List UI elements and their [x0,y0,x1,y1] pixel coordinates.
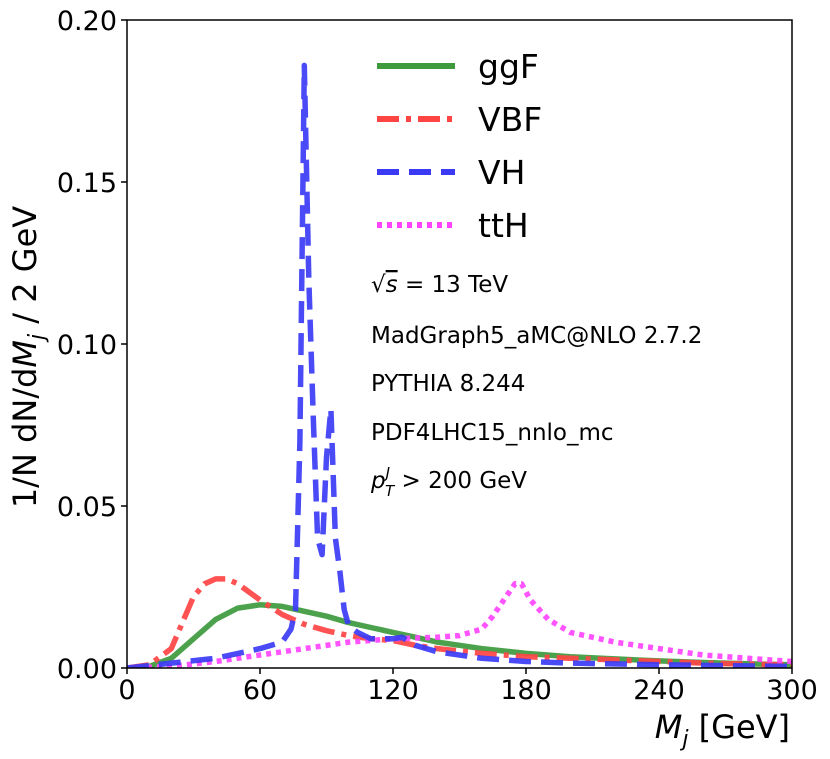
annotation-block: √s = 13 TeV MadGraph5_aMC@NLO 2.7.2 PYTH… [370,272,702,500]
pt-sub: T [385,482,396,500]
pt-var: p [370,468,386,494]
x-tick-label: 0 [118,675,135,706]
y-tick-label: 0.00 [57,654,117,685]
plot-area [127,20,792,668]
y-axis-label-var: M [6,340,44,368]
y-axis-label: 1/N dN/dMj / 2 GeV [6,206,50,508]
legend: ggF VBF VH ttH [377,47,542,245]
x-axis-label: Mj [GeV] [655,708,790,752]
y-axis-label-sub: j [25,333,50,343]
ticks-layer: 0 60 120 180 240 300 0.00 0.05 0.10 0.15 0.20 [57,6,818,706]
series-line-vbf [127,576,792,668]
series-line-vh [127,62,792,668]
y-tick-label: 0.15 [57,168,117,199]
x-axis-label-unit: [GeV] [688,708,790,746]
annotation-shower: PYTHIA 8.244 [371,371,525,397]
legend-label-tth: ttH [478,206,529,245]
sqrt-symbol: √ [371,272,386,298]
series-line-tth [127,581,792,668]
series-line-ggf [127,602,792,668]
y-tick-label: 0.20 [57,6,117,37]
legend-label-vh: VH [478,153,525,192]
x-tick-label: 240 [633,675,685,706]
legend-label-vbf: VBF [478,100,542,139]
x-axis-label-var: M [655,708,683,746]
x-tick-label: 120 [367,675,419,706]
y-tick-label: 0.05 [57,492,117,523]
sqrt-s-var: s [386,272,398,298]
annotation-generator: MadGraph5_aMC@NLO 2.7.2 [371,323,702,349]
annotation-pt-text: > 200 GeV [394,468,527,494]
annotation-sqrt-s-text: = 13 TeV [398,272,509,298]
annotation-pdf: PDF4LHC15_nnlo_mc [371,420,614,446]
x-axis-label-sub: j [679,727,689,752]
series-layer [127,62,792,668]
y-axis-label-pre: 1/N dN/d [6,368,44,509]
x-tick-label: 300 [766,675,818,706]
y-axis-label-post: / 2 GeV [6,206,44,334]
annotation-sqrt-s: √s = 13 TeV [371,272,508,298]
x-tick-label: 180 [500,675,552,706]
annotation-pt-cut: pJ T > 200 GeV [370,464,527,500]
y-tick-label: 0.10 [57,330,117,361]
x-tick-label: 60 [243,675,277,706]
pt-sup: J [383,464,390,482]
legend-label-ggf: ggF [478,47,539,86]
